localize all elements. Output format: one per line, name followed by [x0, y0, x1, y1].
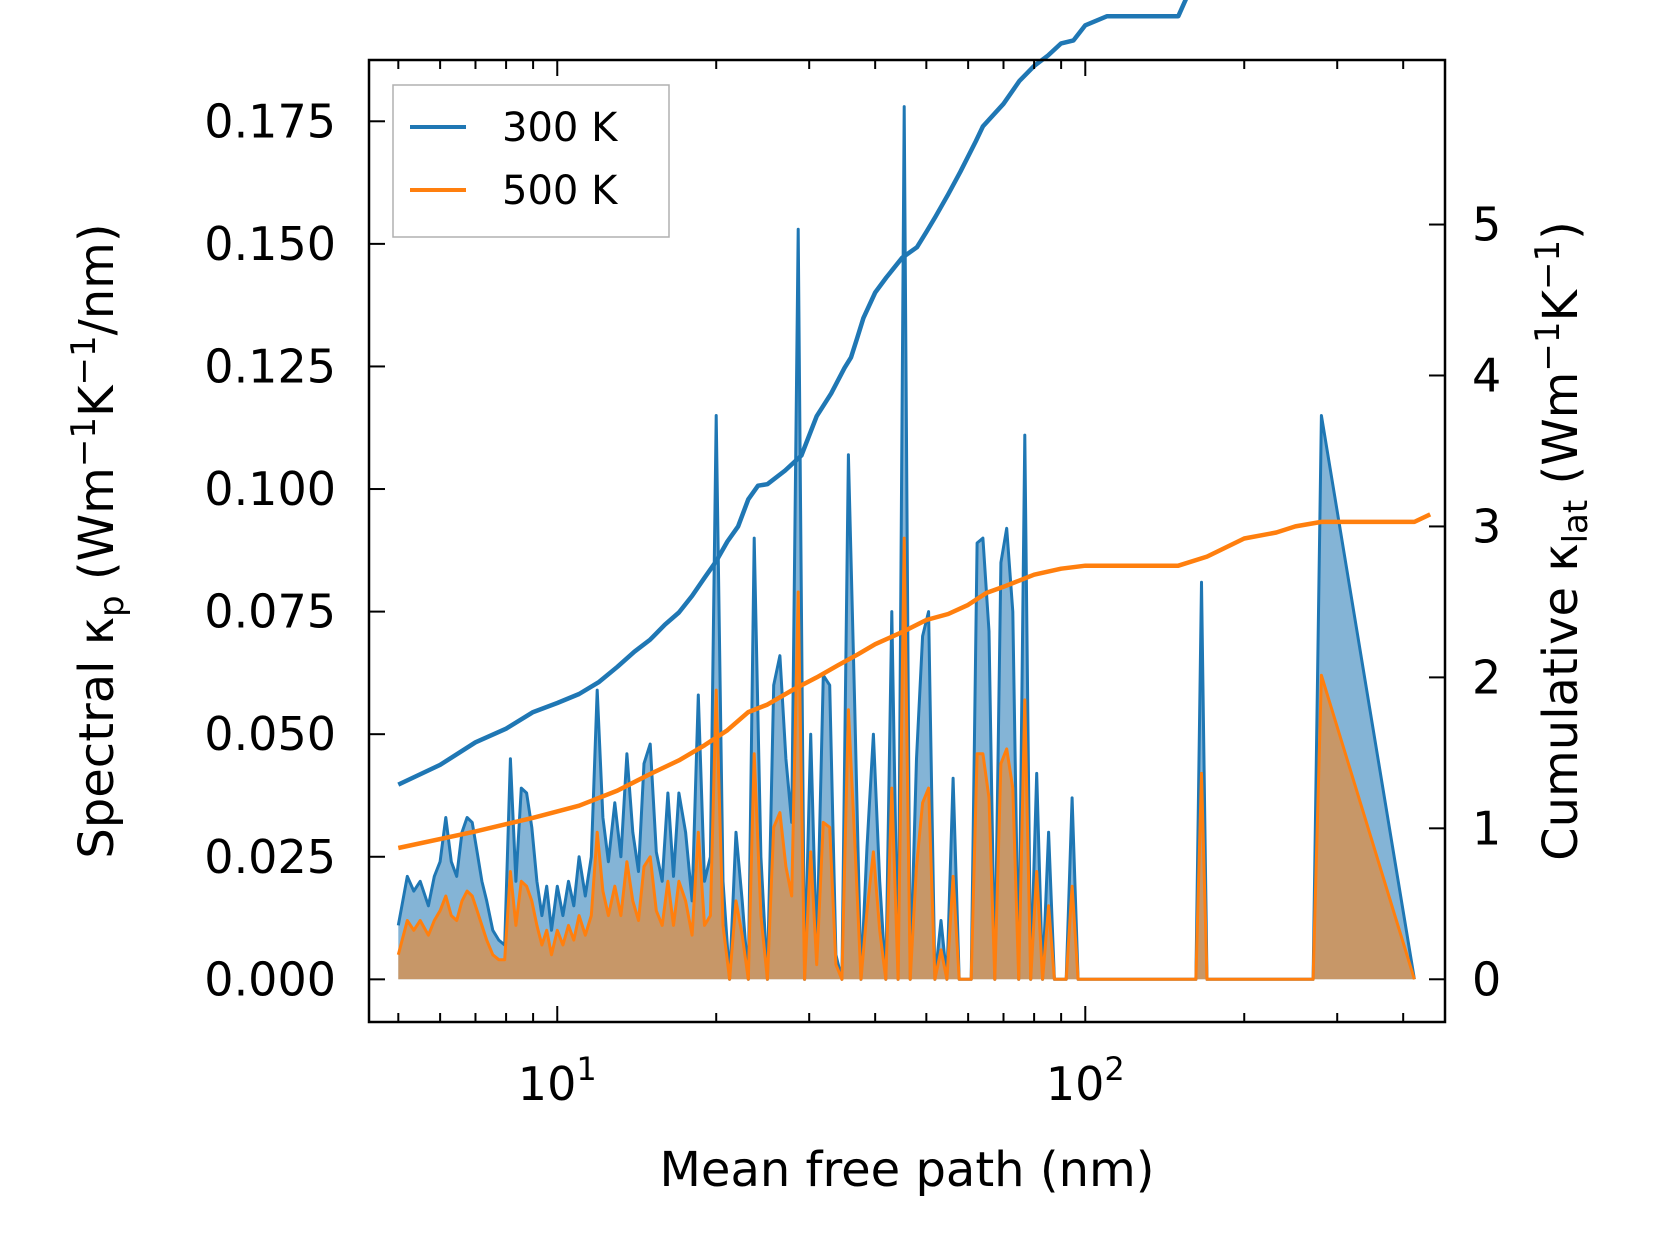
tick-labels: 101 1020.0000.0250.0500.0750.1000.1250.15… [204, 94, 1501, 1111]
x-tick-label: 101 [518, 1050, 597, 1111]
y-left-tick-label: 0.025 [204, 830, 336, 884]
y-right-units-close: ) [1533, 221, 1589, 240]
axis-ticks [369, 60, 1445, 1022]
x-tick-label: 102 [1046, 1050, 1125, 1111]
spectral-fills [396, 105, 1416, 981]
y-right-prefix: Cumulative κ [1533, 543, 1589, 861]
data-lines [397, 0, 1432, 851]
y-left-tick-label: 0.000 [204, 952, 336, 1006]
y-right-sup1: −1 [1528, 321, 1568, 371]
y-left-units-close: /nm) [69, 223, 125, 335]
y-left-prefix: Spectral κ [69, 617, 125, 859]
y-right-mid: K [1533, 288, 1589, 321]
plot-frame [367, 58, 1447, 1024]
x-tick-base: 10 [518, 1057, 577, 1111]
y-left-tick-label: 0.075 [204, 585, 336, 639]
y-left-sup2: −1 [64, 335, 104, 385]
x-tick-base: 10 [1046, 1057, 1105, 1111]
x-tick-exponent: 1 [576, 1050, 596, 1088]
spectral-line-500k [396, 536, 1416, 981]
y-right-tick-label: 0 [1472, 952, 1501, 1006]
y-left-tick-label: 0.050 [204, 707, 336, 761]
cumulative-line-300k [397, 0, 1188, 787]
y-right-tick-label: 1 [1472, 801, 1501, 855]
x-tick-exponent: 2 [1104, 1050, 1124, 1088]
y-left-units-open: (Wm [69, 467, 125, 595]
y-left-tick-label: 0.125 [204, 339, 336, 393]
y-right-sub: lat [1556, 500, 1596, 544]
y-right-units-open: (Wm [1533, 372, 1589, 500]
y-left-tick-label: 0.100 [204, 462, 336, 516]
y-right-tick-label: 2 [1472, 650, 1501, 704]
legend-label-500k: 500 K [502, 168, 619, 214]
y-left-sub: p [92, 595, 132, 617]
plot-area [396, 0, 1432, 981]
y-left-tick-label: 0.175 [204, 94, 336, 148]
y-right-tick-label: 5 [1472, 198, 1501, 252]
y-right-tick-label: 4 [1472, 348, 1501, 402]
y-right-tick-label: 3 [1472, 499, 1501, 553]
y-right-sup2: −1 [1528, 240, 1568, 290]
y-axis-label-left: Spectral κp (Wm−1K−1/nm) [64, 223, 132, 858]
y-left-mid: K [69, 384, 125, 417]
legend-label-300k: 300 K [502, 105, 619, 151]
cumulative-line-500k [397, 512, 1432, 851]
legend-box [392, 84, 670, 238]
y-left-sup1: −1 [64, 417, 104, 467]
x-axis-label: Mean free path (nm) [660, 1142, 1155, 1198]
y-axis-label-right: Cumulative κlat (Wm−1K−1) [1528, 221, 1596, 861]
legend: 300 K 500 K [392, 84, 670, 238]
y-left-tick-label: 0.150 [204, 217, 336, 271]
